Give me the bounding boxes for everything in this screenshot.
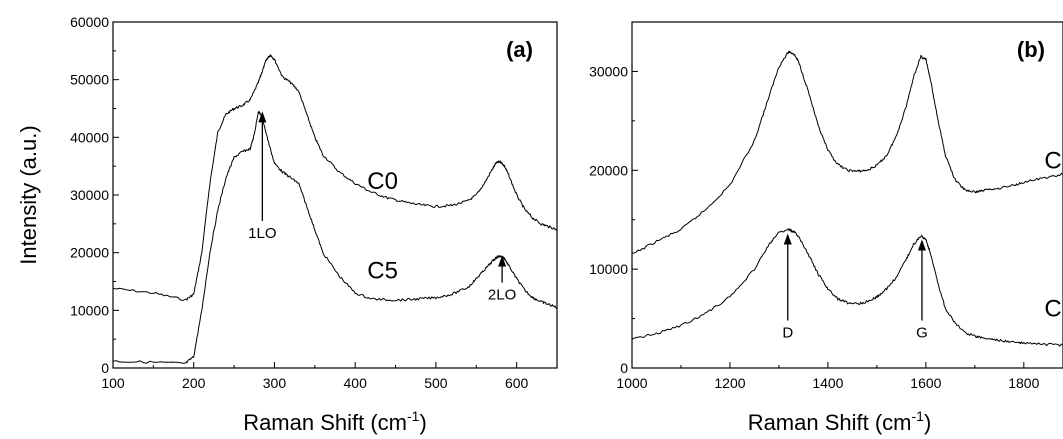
y-tick-label: 20000 — [589, 162, 628, 178]
annotation-label-2lo: 2LO — [488, 287, 516, 304]
x-tick-label: 400 — [344, 375, 368, 391]
y-tick-label: 20000 — [70, 245, 109, 261]
panel-a-xlabel-main: Raman Shift (cm — [243, 410, 407, 435]
y-tick-label: 60000 — [70, 14, 109, 30]
panel-a-xlabel: Raman Shift (cm-1) — [243, 408, 427, 435]
series-line-c0 — [631, 228, 1063, 347]
panel-b-xlabel-sup: -1 — [912, 408, 925, 424]
panel-a-label: (a) — [506, 37, 533, 62]
annotation-label-g: G — [916, 325, 928, 342]
annotation-arrowhead — [917, 239, 926, 251]
annotation-arrowhead — [498, 255, 507, 267]
panel-a-ticks: 0 10000 20000 30000 40000 50000 60000 100 200 300… — [70, 14, 528, 391]
x-tick-label: 200 — [182, 375, 206, 391]
x-tick-label: 1800 — [1008, 375, 1039, 391]
series-line-c0 — [112, 54, 558, 301]
annotation-arrowhead — [258, 111, 267, 123]
panel-a: 0 10000 20000 30000 40000 50000 60000 100 200 300… — [16, 14, 558, 435]
y-tick-label: 10000 — [589, 261, 628, 277]
y-tick-label: 50000 — [70, 72, 109, 88]
series-label-c0: C0 — [1044, 296, 1063, 323]
x-tick-label: 1000 — [616, 375, 647, 391]
panel-b-xlabel-main: Raman Shift (cm — [748, 410, 912, 435]
x-tick-label: 1400 — [812, 375, 843, 391]
panel-b-curves — [631, 50, 1063, 347]
y-tick-label: 10000 — [70, 302, 109, 318]
x-tick-label: 300 — [263, 375, 287, 391]
x-tick-label: 1200 — [714, 375, 745, 391]
panel-b-label: (b) — [1017, 37, 1045, 62]
panel-a-frame — [112, 21, 558, 369]
series-label-c5: C5 — [367, 258, 398, 285]
x-tick-label: 500 — [424, 375, 448, 391]
x-tick-label: 1600 — [910, 375, 941, 391]
panel-b-frame — [631, 21, 1063, 369]
panel-b-annotations: C5 C0 D G — [782, 147, 1063, 341]
annotation-arrowhead — [783, 233, 792, 245]
annotation-label-d: D — [782, 325, 793, 342]
panel-b-xlabel: Raman Shift (cm-1) — [748, 408, 932, 435]
x-tick-label: 100 — [101, 375, 125, 391]
series-line-c5 — [632, 50, 1063, 254]
series-label-c0: C0 — [367, 168, 398, 195]
y-tick-label: 0 — [101, 360, 109, 376]
panel-a-xlabel-close: ) — [419, 410, 426, 435]
y-tick-label: 0 — [620, 360, 628, 376]
panel-a-annotations: C0 C5 1LO 2LO — [248, 111, 516, 304]
x-tick-label: 600 — [505, 375, 529, 391]
series-line-c5 — [112, 111, 558, 364]
y-tick-label: 30000 — [589, 63, 628, 79]
annotation-label-1lo: 1LO — [248, 225, 276, 242]
panel-a-ylabel: Intensity (a.u.) — [16, 125, 41, 264]
panel-b-ticks: 0 10000 20000 30000 1000 1200 1400 1600 1800 — [589, 63, 1040, 391]
panel-b-xlabel-close: ) — [924, 410, 931, 435]
y-tick-label: 30000 — [70, 187, 109, 203]
panel-a-xlabel-sup: -1 — [407, 408, 420, 424]
panel-a-curves — [112, 54, 558, 364]
series-label-c5: C5 — [1044, 147, 1063, 174]
y-tick-label: 40000 — [70, 129, 109, 145]
